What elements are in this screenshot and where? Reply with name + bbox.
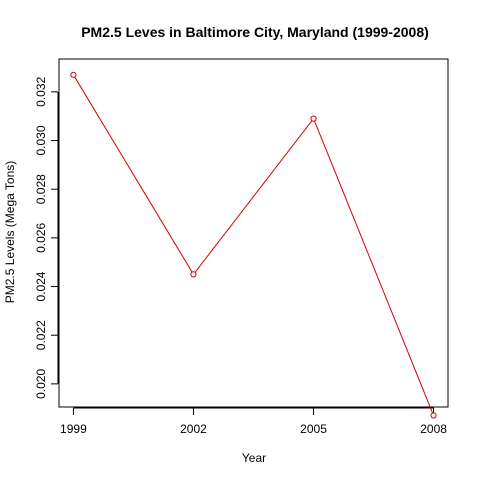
data-point (430, 412, 437, 419)
y-axis: 0.020 0.022 0.024 0.026 0.028 0.030 0.032 (34, 77, 59, 399)
y-tick-label: 0.028 (34, 174, 48, 204)
data-point (310, 115, 317, 122)
chart-title: PM2.5 Leves in Baltimore City, Maryland … (81, 24, 429, 40)
plot-frame (58, 58, 449, 408)
data-point (70, 71, 77, 78)
y-tick-label: 0.022 (34, 320, 48, 350)
series-group (70, 71, 437, 419)
x-tick-label: 2005 (300, 422, 327, 436)
y-tick-label: 0.026 (34, 223, 48, 253)
x-axis-title: Year (242, 451, 266, 465)
x-tick-label: 1999 (60, 422, 87, 436)
y-axis-title: PM2.5 Levels (Mega Tons) (3, 161, 17, 304)
series-line (72, 74, 435, 416)
x-tick-label: 2002 (180, 422, 207, 436)
x-axis: 1999 2002 2005 2008 (60, 407, 447, 436)
x-tick-label: 2008 (420, 422, 447, 436)
data-point (190, 271, 197, 278)
y-tick-label: 0.020 (34, 369, 48, 399)
y-tick-label: 0.024 (34, 271, 48, 301)
y-tick-label: 0.032 (34, 77, 48, 107)
y-tick-label: 0.030 (34, 125, 48, 155)
